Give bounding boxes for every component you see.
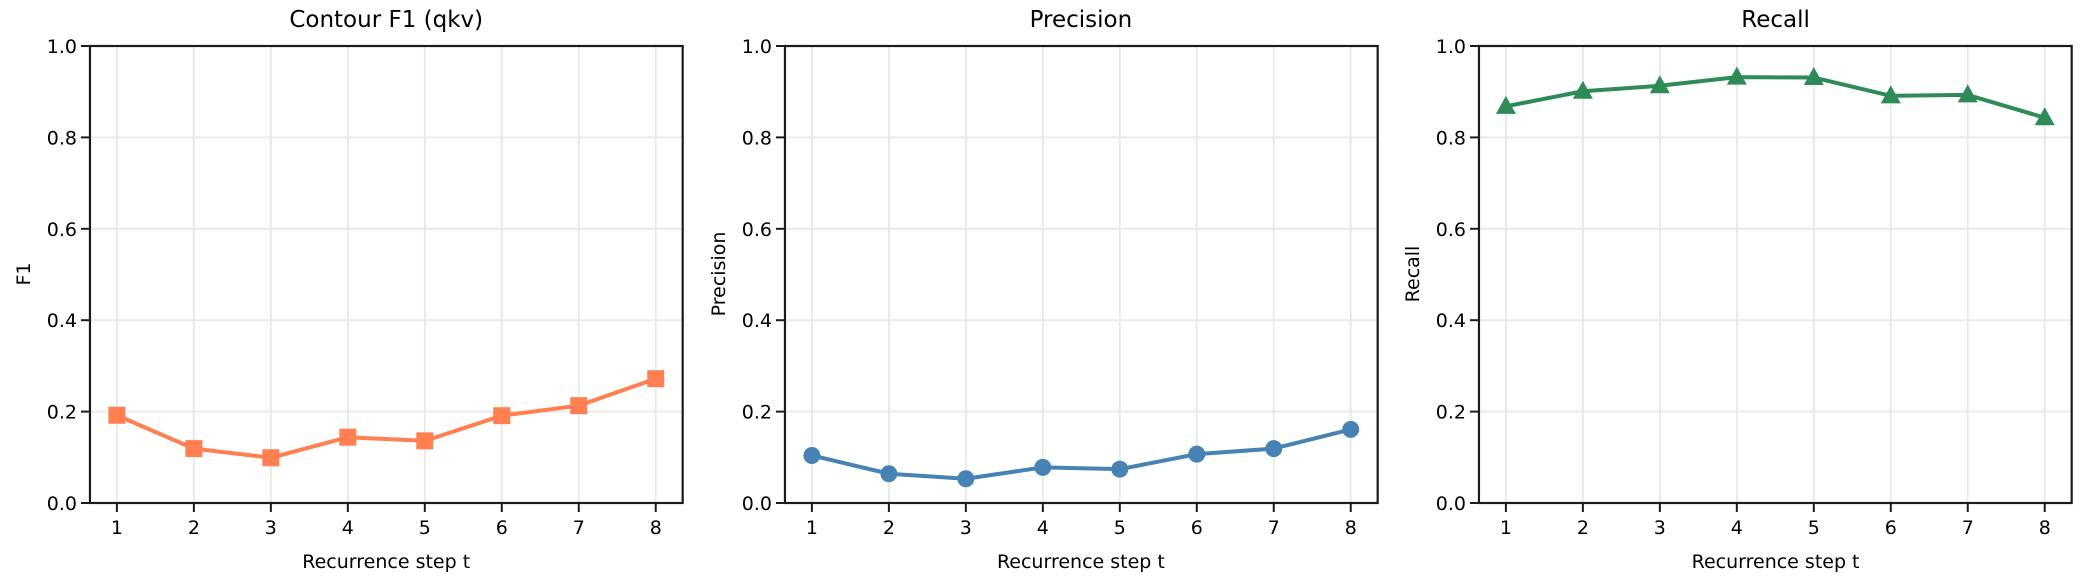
svg-text:0.6: 0.6 (47, 219, 77, 241)
recall-line-chart: 1 2 3 4 5 6 7 8 0.0 0.2 0.4 0.6 0.8 1.0 (1436, 36, 2074, 539)
panel-precision: Precision 1 2 3 4 5 6 7 8 0.0 0.2 0.4 0.6 0.8 1.0 Pre… (695, 0, 1390, 581)
x-axis-label: Recurrence step t (996, 551, 1165, 573)
svg-text:6: 6 (1885, 517, 1897, 539)
chart-title: Recall (1741, 7, 1810, 33)
svg-text:0.2: 0.2 (741, 402, 771, 424)
svg-text:1.0: 1.0 (1436, 36, 1466, 58)
panel-recall: Recall 1 2 3 4 5 6 7 8 0.0 0.2 0.4 0.6 0.8 1.0 Recall… (1389, 0, 2084, 581)
svg-text:0.0: 0.0 (741, 493, 771, 515)
y-axis-label: F1 (13, 262, 35, 286)
svg-text:0.0: 0.0 (1436, 493, 1466, 515)
svg-text:5: 5 (419, 517, 431, 539)
contour-f1-line-chart: 1 2 3 4 5 6 7 8 0.0 0.2 0.4 0.6 0.8 1.0 (47, 36, 684, 539)
svg-text:0.4: 0.4 (1436, 310, 1466, 332)
svg-text:8: 8 (1344, 517, 1356, 539)
svg-text:4: 4 (1036, 517, 1048, 539)
x-axis-label: Recurrence step t (1691, 551, 1860, 573)
svg-text:0.2: 0.2 (47, 402, 77, 424)
svg-text:4: 4 (342, 517, 354, 539)
svg-text:0.4: 0.4 (741, 310, 771, 332)
y-axis-label: Recall (1402, 245, 1425, 303)
svg-text:7: 7 (1962, 517, 1974, 539)
x-axis-label: Recurrence step t (302, 551, 471, 573)
svg-text:0.2: 0.2 (1436, 402, 1466, 424)
svg-text:1: 1 (111, 517, 123, 539)
svg-text:1.0: 1.0 (741, 36, 771, 58)
chart-title: Precision (1029, 7, 1133, 33)
svg-text:8: 8 (650, 517, 662, 539)
svg-text:7: 7 (573, 517, 585, 539)
svg-text:5: 5 (1113, 517, 1125, 539)
svg-text:6: 6 (1190, 517, 1202, 539)
svg-text:0.4: 0.4 (47, 310, 77, 332)
svg-text:1: 1 (806, 517, 818, 539)
svg-text:0.8: 0.8 (741, 127, 771, 149)
svg-text:3: 3 (959, 517, 971, 539)
svg-text:3: 3 (265, 517, 277, 539)
svg-text:7: 7 (1267, 517, 1279, 539)
y-axis-label: Precision (707, 231, 730, 317)
svg-text:1.0: 1.0 (47, 36, 77, 58)
svg-text:5: 5 (1808, 517, 1820, 539)
svg-text:0.0: 0.0 (47, 493, 77, 515)
chart-title: Contour F1 (qkv) (289, 7, 484, 33)
svg-text:3: 3 (1654, 517, 1666, 539)
svg-text:2: 2 (1577, 517, 1589, 539)
svg-text:8: 8 (2039, 517, 2051, 539)
svg-text:4: 4 (1731, 517, 1743, 539)
svg-text:2: 2 (883, 517, 895, 539)
svg-text:0.6: 0.6 (1436, 219, 1466, 241)
svg-text:2: 2 (188, 517, 200, 539)
panel-contour-f1: Contour F1 (qkv) 1 2 3 4 5 6 7 8 0.0 0.2 0.4 0.6 0.8… (0, 0, 695, 581)
svg-text:1: 1 (1500, 517, 1512, 539)
svg-text:0.6: 0.6 (741, 219, 771, 241)
precision-line-chart: 1 2 3 4 5 6 7 8 0.0 0.2 0.4 0.6 0.8 1.0 (741, 36, 1379, 539)
svg-text:0.8: 0.8 (1436, 127, 1466, 149)
svg-text:0.8: 0.8 (47, 127, 77, 149)
svg-text:6: 6 (496, 517, 508, 539)
